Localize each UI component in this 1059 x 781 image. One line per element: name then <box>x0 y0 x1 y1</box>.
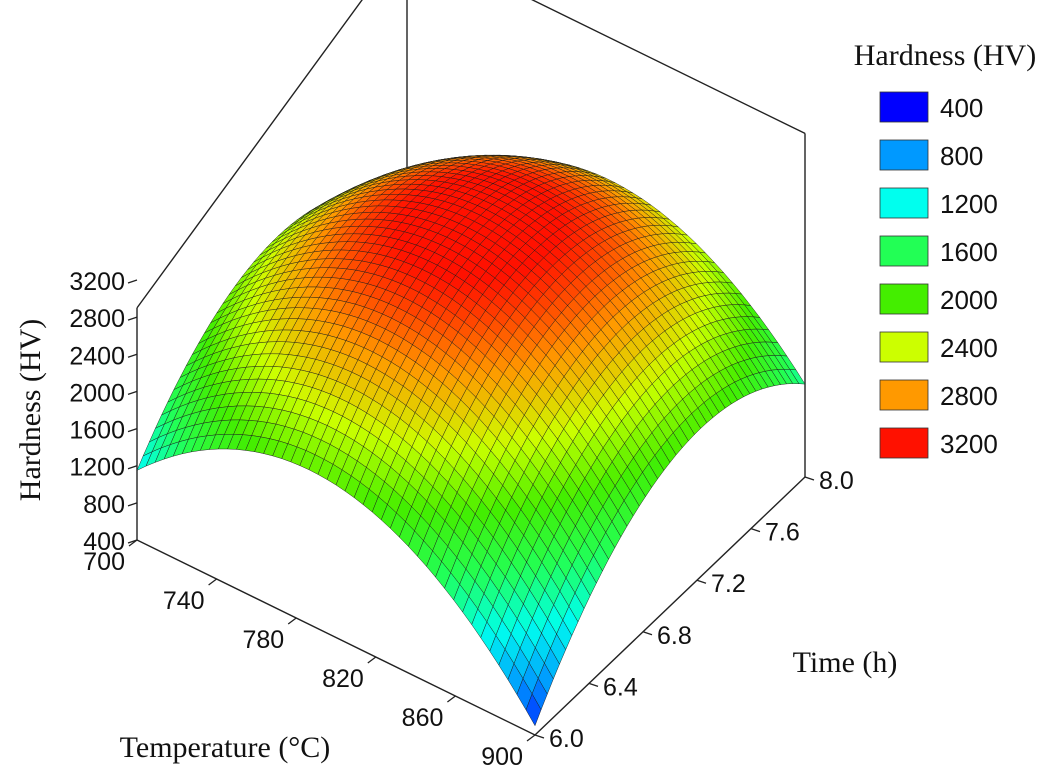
z-axis-label: Hardness (HV) <box>14 319 47 501</box>
legend-label: 3200 <box>940 429 998 459</box>
legend-swatch <box>879 139 929 171</box>
box-edge <box>136 0 363 309</box>
z-tick-label: 2000 <box>69 379 125 407</box>
legend-swatch <box>879 379 929 411</box>
box-edge <box>531 0 806 135</box>
y-tick-label: 6.0 <box>549 725 584 753</box>
x-tick <box>447 695 456 703</box>
legend-label: 1600 <box>940 237 998 267</box>
x-axis-label: Temperature (°C) <box>120 731 331 764</box>
z-axis-ticks: 400 800 1200 1600 2000 2400 2800 3200 <box>69 268 138 556</box>
z-tick <box>127 465 138 470</box>
z-tick <box>127 390 138 396</box>
y-tick-label: 6.8 <box>657 622 692 650</box>
legend-swatch <box>879 187 929 219</box>
y-tick-label: 6.4 <box>603 673 638 701</box>
y-tick <box>804 476 815 481</box>
legend-swatch <box>879 91 929 123</box>
y-axis-line <box>534 476 806 736</box>
z-tick-label: 2400 <box>69 342 125 370</box>
x-tick <box>367 656 377 664</box>
y-tick-label: 7.2 <box>711 570 746 598</box>
z-tick-label: 2800 <box>69 305 125 333</box>
box-front-lines <box>136 476 806 736</box>
x-tick <box>208 578 217 586</box>
legend-label: 400 <box>940 93 983 123</box>
response-surface <box>136 154 806 727</box>
x-axis-line <box>136 539 536 736</box>
x-tick <box>128 539 138 547</box>
legend-swatch <box>879 283 929 315</box>
z-tick <box>127 279 138 284</box>
y-tick-label: 7.6 <box>765 519 800 547</box>
x-tick-label: 860 <box>402 704 444 732</box>
legend-label: 800 <box>940 141 983 171</box>
z-tick-label: 800 <box>83 491 125 519</box>
x-tick <box>287 617 297 625</box>
legend: Hardness (HV) 400 800 1200 1600 2000 2400 2800… <box>854 39 1036 459</box>
legend-items: 400 800 1200 1600 2000 2400 2800 3200 <box>879 91 998 459</box>
legend-label: 2000 <box>940 285 998 315</box>
y-tick <box>750 527 761 533</box>
x-tick-label: 700 <box>83 548 125 576</box>
legend-label: 1200 <box>940 189 998 219</box>
legend-swatch <box>879 331 929 363</box>
z-tick-label: 3200 <box>69 268 125 296</box>
y-tick <box>696 579 707 584</box>
x-axis-ticks: 700 740 780 820 860 900 <box>83 539 536 771</box>
legend-label: 2800 <box>940 381 998 411</box>
x-tick <box>526 734 536 742</box>
y-tick <box>642 631 653 636</box>
legend-swatch <box>879 427 929 459</box>
y-tick-label: 8.0 <box>819 467 854 495</box>
legend-label: 2400 <box>940 333 998 363</box>
y-tick <box>588 682 599 688</box>
z-tick-label: 1200 <box>69 454 125 482</box>
x-tick-label: 900 <box>481 743 523 771</box>
z-tick-label: 400 <box>83 528 125 556</box>
x-tick-label: 780 <box>242 626 284 654</box>
surface-patch <box>525 693 542 727</box>
x-tick-label: 820 <box>322 665 364 693</box>
legend-swatch <box>879 235 929 267</box>
z-tick-label: 1600 <box>69 417 125 445</box>
y-tick <box>534 734 545 739</box>
legend-title: Hardness (HV) <box>854 39 1036 72</box>
z-tick <box>127 427 138 433</box>
z-tick <box>127 353 138 358</box>
z-tick <box>127 502 138 507</box>
y-axis-ticks: 6.0 6.4 6.8 7.2 7.6 8.0 <box>534 467 854 753</box>
y-axis-label: Time (h) <box>793 646 898 679</box>
x-tick-label: 740 <box>163 587 205 615</box>
z-tick <box>127 316 138 321</box>
